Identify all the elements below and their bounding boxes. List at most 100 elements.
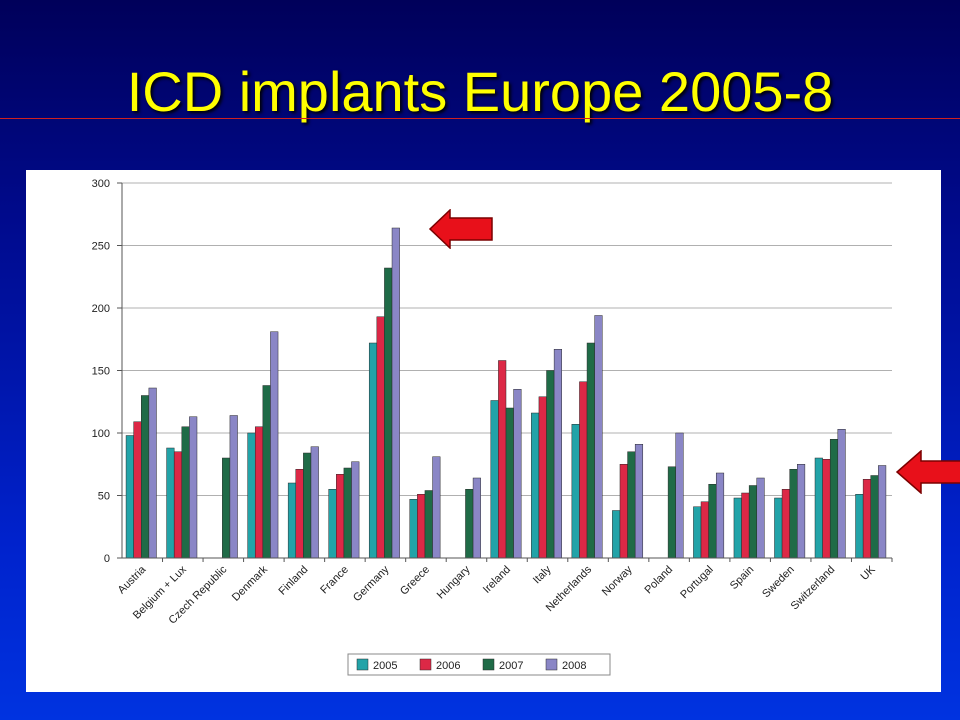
bar-2005 [571, 424, 580, 559]
bar-2005 [247, 432, 256, 559]
x-category-label: Hungary [435, 563, 473, 601]
bar-2008 [432, 456, 441, 559]
y-tick-label: 150 [92, 366, 110, 378]
title-divider [0, 118, 960, 119]
bar-2006 [700, 501, 709, 559]
bar-2005 [612, 510, 621, 559]
bar-2008 [148, 387, 157, 559]
bar-2007 [424, 490, 433, 559]
bar-2007 [465, 489, 474, 559]
bar-2008 [594, 315, 603, 559]
x-category-label: Poland [643, 564, 676, 597]
x-category-label: Portugal [678, 564, 715, 601]
bar-2008 [797, 464, 806, 559]
chart-panel: 0 50 100 150 200 250 300 Austria Belgium + Lux C… [26, 170, 941, 692]
bar-2006 [862, 479, 871, 559]
bar-2005 [733, 497, 742, 559]
left-arrow-icon [895, 450, 960, 494]
arrow-shape [895, 450, 960, 494]
bar-2008 [878, 465, 887, 559]
bar-2008 [553, 349, 562, 559]
bar-2007 [141, 395, 150, 559]
bar-2008 [310, 446, 319, 559]
bar-2006 [822, 459, 831, 559]
bar-2006 [133, 421, 142, 559]
legend-label-2008: 2008 [562, 660, 586, 672]
bar-2008 [472, 477, 481, 559]
legend-label-2006: 2006 [436, 660, 460, 672]
bar-2007 [222, 457, 231, 559]
bar-2006 [295, 469, 304, 559]
y-tick-label: 200 [92, 303, 110, 315]
bar-2007 [789, 469, 798, 559]
bar-2006 [173, 451, 183, 559]
legend-label-2007: 2007 [499, 660, 523, 672]
bar-2006 [619, 464, 628, 559]
bar-2005 [814, 457, 823, 559]
bar-2008 [351, 461, 360, 559]
bar-2007 [181, 426, 190, 559]
y-tick-label: 0 [104, 553, 110, 565]
y-tick-label: 250 [92, 241, 110, 253]
bar-2007 [748, 485, 758, 559]
bar-2008 [270, 331, 279, 559]
bar-2006 [417, 494, 426, 559]
bar-2007 [505, 407, 514, 559]
bar-2005 [328, 489, 337, 559]
legend-label-2005: 2005 [373, 660, 397, 672]
bar-2007 [586, 342, 595, 559]
bar-2007 [343, 467, 352, 559]
legend-swatch-2007 [482, 658, 495, 671]
x-category-label: Italy [531, 563, 554, 586]
bar-2007 [870, 475, 879, 559]
y-tick-label: 50 [98, 491, 110, 503]
bar-2008 [837, 429, 846, 559]
bar-2008 [189, 416, 198, 559]
x-category-label: Finland [276, 564, 310, 598]
y-axis-ticks: 0 50 100 150 200 250 300 [92, 178, 122, 565]
bar-2008 [391, 227, 400, 559]
bar-2005 [166, 447, 175, 559]
x-category-label: Spain [728, 564, 756, 592]
bar-2007 [829, 439, 839, 559]
bars [125, 227, 887, 559]
bar-2008 [715, 472, 725, 559]
x-category-label: Germany [351, 563, 392, 604]
bar-2006 [376, 316, 385, 559]
bar-2007 [262, 385, 271, 559]
bar-2005 [368, 342, 378, 559]
bar-2007 [384, 267, 393, 559]
x-category-label: Ireland [481, 564, 513, 596]
x-category-label: Switzerland [789, 564, 838, 613]
bar-2007 [667, 466, 676, 559]
bar-2008 [756, 477, 765, 559]
legend-swatch-2005 [356, 658, 369, 671]
bar-2006 [579, 381, 588, 559]
x-category-label: Norway [600, 563, 635, 598]
bar-2007 [708, 484, 717, 559]
bar-2005 [531, 412, 540, 559]
bar-2008 [229, 415, 238, 559]
bar-2008 [634, 444, 644, 559]
bar-2005 [490, 400, 499, 559]
x-category-label: France [318, 564, 351, 597]
y-tick-label: 100 [92, 428, 110, 440]
legend-box [347, 653, 611, 676]
x-category-label: Denmark [230, 563, 270, 603]
bar-2005 [409, 499, 418, 559]
bar-2006 [781, 489, 790, 559]
x-category-label: Austria [116, 563, 149, 596]
bar-2008 [513, 389, 522, 559]
legend-swatch-2006 [419, 658, 432, 671]
y-tick-label: 300 [92, 178, 110, 190]
bar-2005 [287, 482, 297, 559]
bar-2006 [538, 396, 547, 559]
bar-2008 [675, 432, 684, 559]
bar-2006 [741, 492, 750, 559]
bar-2007 [546, 370, 555, 559]
bar-2006 [336, 474, 345, 559]
bar-2007 [303, 452, 312, 559]
axes [121, 183, 893, 562]
x-category-label: Greece [398, 564, 432, 598]
